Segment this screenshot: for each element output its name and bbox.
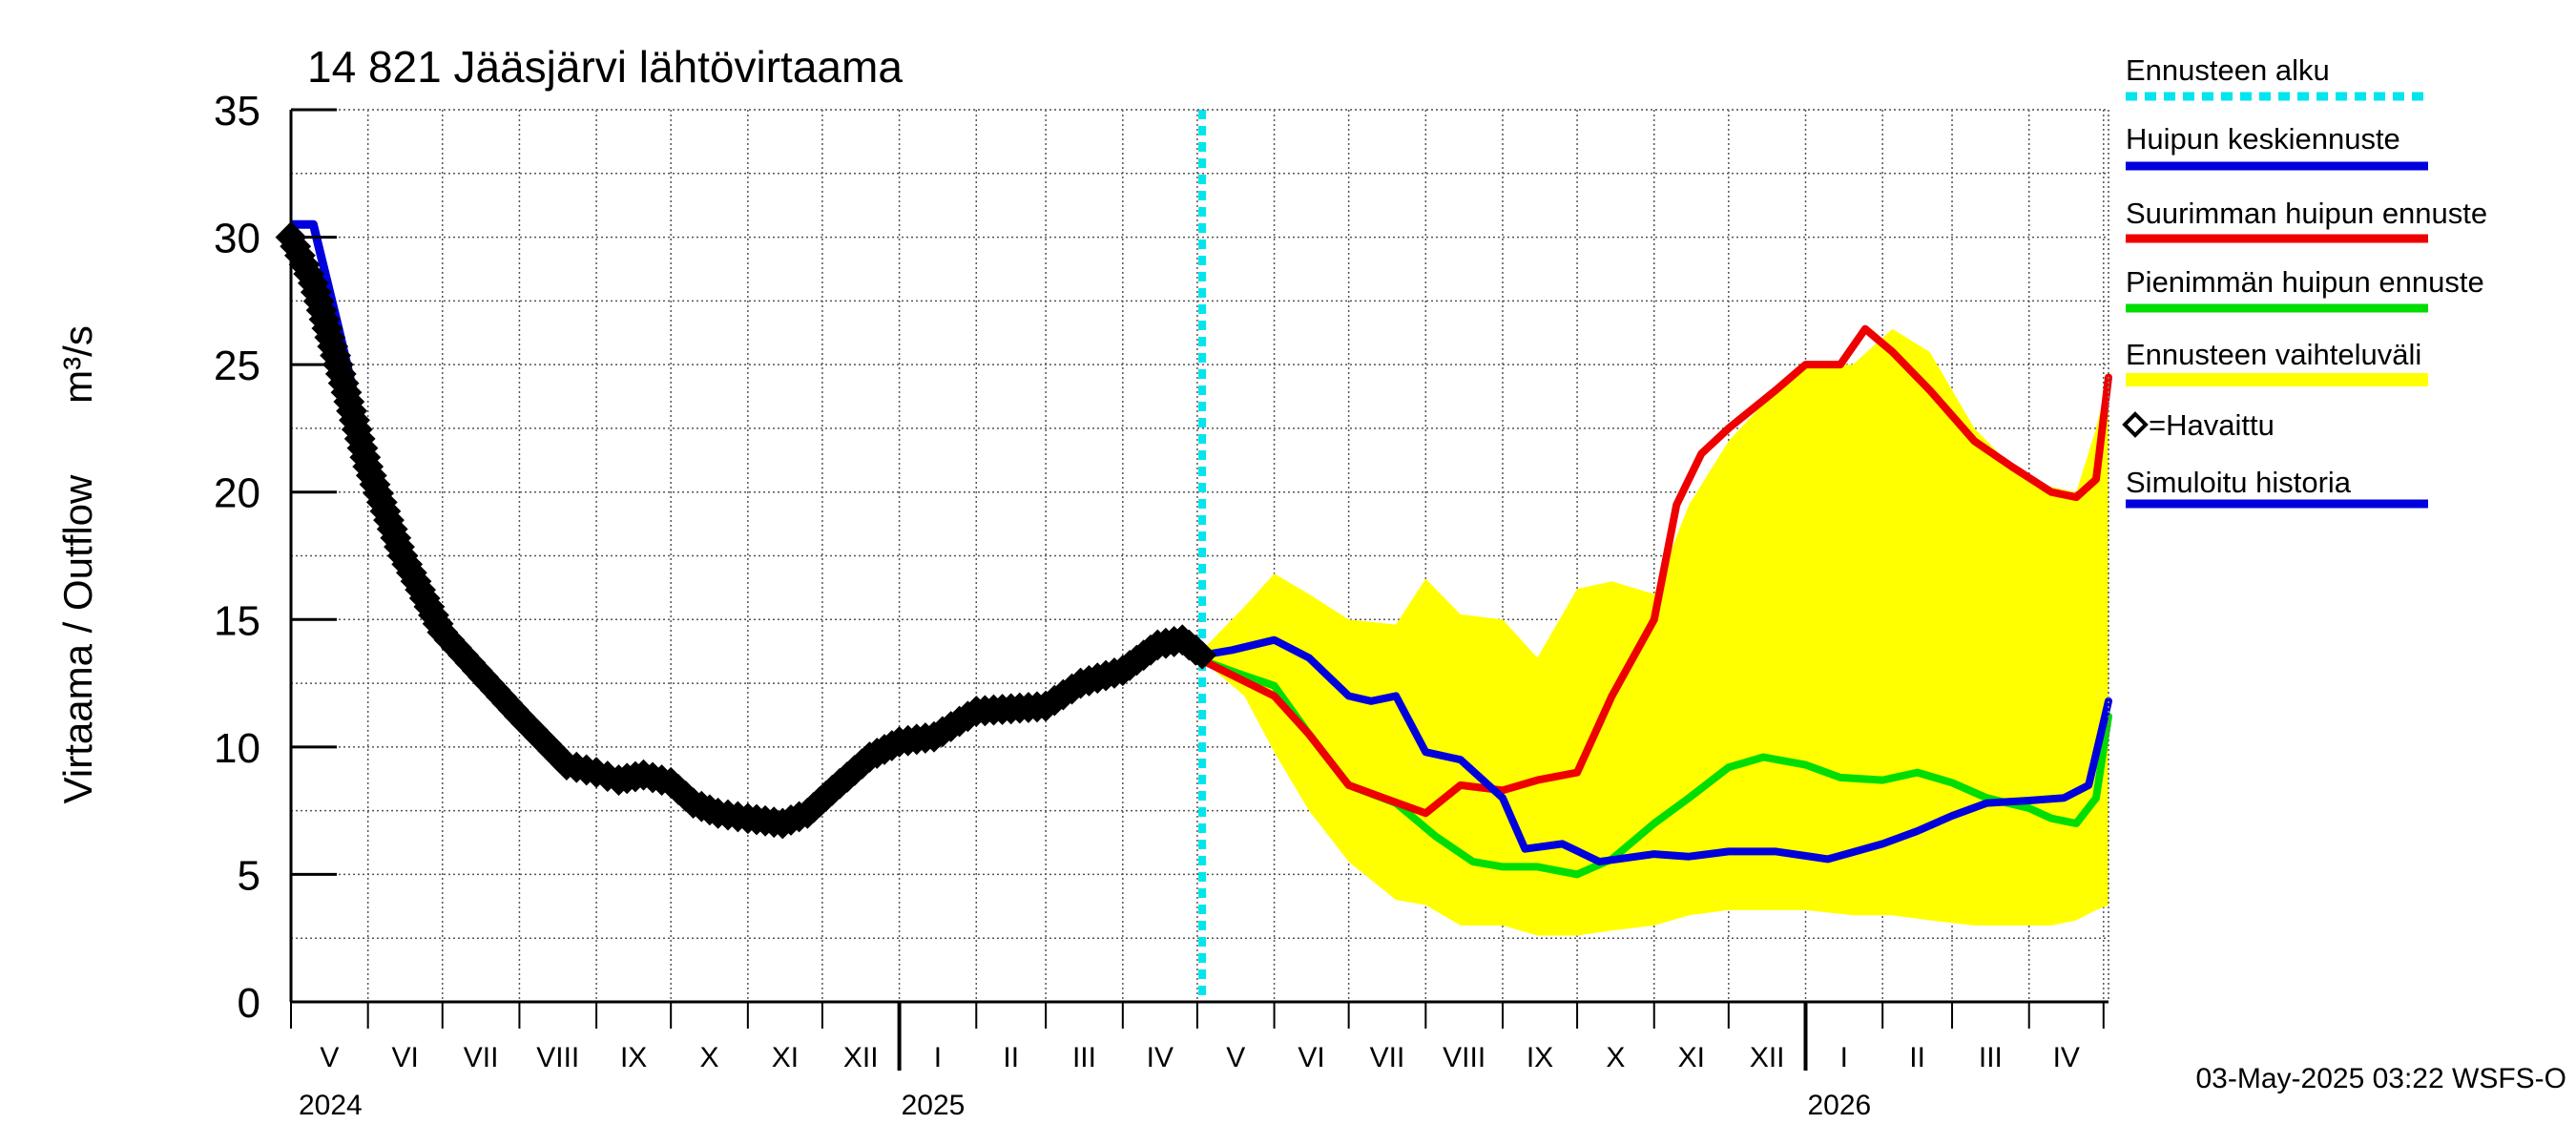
observed-markers-layer [275,221,1217,840]
x-month-label: XI [772,1042,799,1073]
y-axis-label: Virtaama / Outflow [55,474,100,803]
y-tick-label: 5 [238,852,260,899]
x-month-label: IV [1147,1042,1174,1073]
x-month-label: XI [1678,1042,1705,1073]
legend-label: Ennusteen alku [2126,53,2330,87]
x-year-label: 2024 [299,1090,363,1121]
legend-label: =Havaittu [2149,408,2275,442]
y-tick-label: 15 [214,597,260,644]
legend-label: Huipun keskiennuste [2126,122,2400,156]
x-year-label: 2025 [902,1090,966,1121]
y-axis-unit: m³/s [55,325,100,404]
x-month-label: VI [1298,1042,1324,1073]
x-month-label: III [1979,1042,2003,1073]
x-month-label: XII [843,1042,879,1073]
y-tick-label: 35 [214,88,260,135]
x-month-label: X [700,1042,719,1073]
legend-label: Ennusteen vaihteluväli [2126,338,2421,371]
max-peak-forecast-line [1198,324,2112,818]
x-month-label: VI [392,1042,419,1073]
observed-point [1188,640,1217,670]
x-month-label: VII [464,1042,499,1073]
y-tick-label: 0 [238,980,260,1027]
x-month-label: II [1003,1042,1019,1073]
x-month-label: III [1072,1042,1096,1073]
x-month-label: I [934,1042,942,1073]
gridlines [291,110,2109,1002]
x-month-label: II [1909,1042,1925,1073]
x-month-label: IX [620,1042,647,1073]
y-tick-label: 10 [214,725,260,772]
x-month-label: IV [2053,1042,2080,1073]
x-month-label: XII [1750,1042,1785,1073]
legend-label: Simuloitu historia [2126,466,2352,499]
y-tick-label: 20 [214,470,260,517]
x-month-label: IX [1527,1042,1553,1073]
x-month-label: VIII [536,1042,579,1073]
chart-title: 14 821 Jääsjärvi lähtövirtaama [307,42,903,92]
x-month-label: VII [1370,1042,1405,1073]
mean-peak-forecast-line [1198,635,2112,866]
series-lines-layer [291,110,2112,1002]
legend-label: Pienimmän huipun ennuste [2126,265,2484,299]
x-month-label: X [1606,1042,1625,1073]
legend-label: Suurimman huipun ennuste [2126,197,2487,230]
legend: Ennusteen alku Huipun keskiennuste Suurimm… [2122,53,2487,509]
y-tick-label: 30 [214,216,260,262]
legend-observed-marker [2122,411,2149,438]
x-month-label: VIII [1443,1042,1485,1073]
y-tick-label: 25 [214,343,260,389]
footer-timestamp: 03-May-2025 03:22 WSFS-O [2196,1063,2567,1094]
x-month-label: V [1226,1042,1245,1073]
x-month-label: I [1840,1042,1848,1073]
x-year-label: 2026 [1808,1090,1872,1121]
x-month-label: V [320,1042,339,1073]
